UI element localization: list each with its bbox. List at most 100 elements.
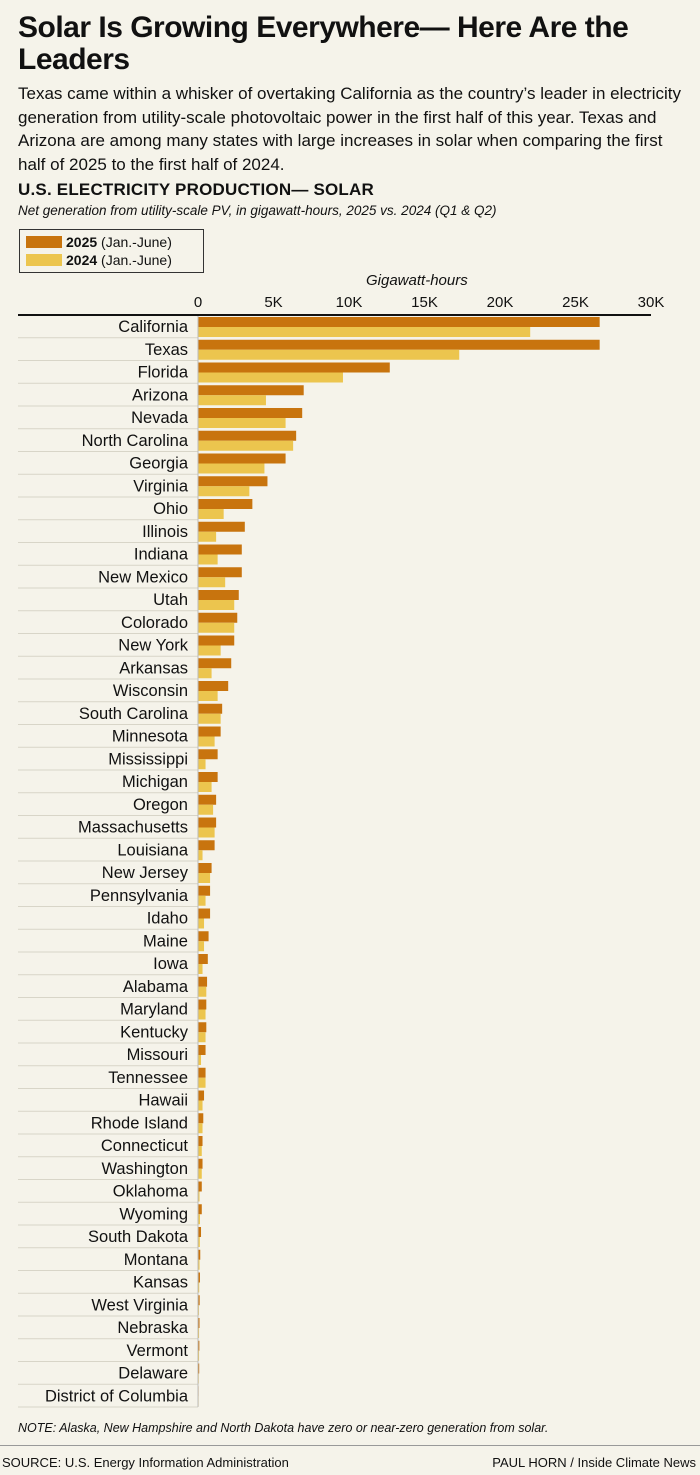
headline: Solar Is Growing Everywhere— Here Are th… [18, 11, 629, 76]
bar-2024 [198, 941, 205, 952]
bar-2025 [198, 1067, 206, 1078]
category-label: Oregon [133, 796, 188, 814]
bar-2025 [198, 385, 304, 396]
category-label: South Dakota [88, 1228, 189, 1246]
x-tick-label: 0 [194, 294, 202, 311]
category-label: Wyoming [119, 1205, 188, 1223]
bar-2025 [198, 794, 217, 805]
category-label: Idaho [147, 910, 188, 928]
bar-2025 [198, 339, 600, 350]
bar-2024 [198, 1123, 203, 1134]
bar-2025 [198, 817, 217, 828]
bar-2025 [198, 772, 218, 782]
bar-2024 [198, 691, 218, 701]
category-label: Delaware [118, 1365, 188, 1383]
chart-title: U.S. ELECTRICITY PRODUCTION— SOLAR [18, 180, 374, 199]
category-label: Georgia [129, 455, 189, 473]
bar-2024 [198, 804, 214, 815]
bar-2024 [198, 372, 343, 383]
category-label: Kentucky [120, 1023, 189, 1041]
category-label: New York [118, 637, 188, 655]
category-label: Iowa [153, 955, 189, 973]
bar-2025 [198, 908, 211, 919]
bar-2025 [198, 976, 208, 987]
legend-range-2025: (Jan.-June) [101, 234, 172, 250]
category-label: Ohio [153, 500, 188, 518]
bar-2025 [198, 1363, 200, 1374]
category-label: Missouri [127, 1046, 188, 1064]
x-tick-label: 30K [638, 294, 665, 311]
bar-2024 [198, 736, 215, 747]
bar-2025 [198, 1113, 204, 1124]
category-label: District of Columbia [45, 1387, 189, 1405]
category-label: Minnesota [112, 728, 189, 746]
legend-swatch-2024 [26, 254, 62, 266]
bar-2024 [198, 1282, 200, 1293]
bar-2024 [198, 463, 265, 474]
category-label: Arizona [132, 386, 189, 404]
category-label: Texas [145, 341, 188, 359]
bar-2024 [198, 782, 212, 792]
bar-2024 [198, 622, 235, 633]
x-tick-label: 5K [264, 294, 282, 311]
bar-2024 [198, 486, 250, 497]
x-axis-title: Gigawatt-hours [366, 272, 468, 289]
category-label: Oklahoma [113, 1183, 189, 1201]
bar-2024 [198, 440, 294, 451]
bar-2024 [198, 531, 217, 542]
category-label: Vermont [127, 1342, 189, 1360]
category-label: Rhode Island [91, 1114, 188, 1132]
bar-2024 [198, 1237, 200, 1247]
bar-2024 [198, 1328, 200, 1338]
bar-2025 [198, 567, 242, 578]
category-label: Virginia [133, 477, 189, 495]
bar-2025 [198, 590, 239, 600]
bar-2024 [198, 418, 286, 428]
bar-2024 [198, 713, 221, 724]
bar-2024 [198, 577, 226, 588]
category-label: Hawaii [138, 1092, 188, 1110]
bar-2025 [198, 726, 221, 737]
bar-2024 [198, 1259, 200, 1270]
bar-2025 [198, 1045, 206, 1055]
bar-2024 [198, 1100, 203, 1111]
intro-text: Texas came within a whisker of overtakin… [18, 84, 681, 174]
category-label: Alabama [123, 978, 189, 996]
category-label: Illinois [142, 523, 188, 541]
footnote: NOTE: Alaska, New Hampshire and North Da… [18, 1421, 549, 1435]
bar-2025 [198, 499, 253, 509]
bar-2025 [198, 1318, 200, 1328]
footer-divider [0, 1445, 700, 1446]
category-label: Michigan [122, 773, 188, 791]
x-tick-label: 10K [336, 294, 363, 311]
bar-2025 [198, 1340, 200, 1351]
bar-2025 [198, 317, 600, 327]
bar-2024 [198, 327, 531, 337]
bar-2024 [198, 986, 207, 997]
x-tick-label: 25K [562, 294, 589, 311]
category-label: Mississippi [108, 750, 188, 768]
bar-2025 [198, 1136, 203, 1146]
bar-2024 [198, 554, 218, 565]
bar-2024 [198, 1168, 202, 1179]
bar-2025 [198, 954, 208, 964]
bar-2024 [198, 1191, 200, 1202]
category-label: California [118, 318, 189, 336]
category-label: Massachusetts [78, 819, 188, 837]
category-label: Florida [138, 364, 189, 382]
category-label: Wisconsin [113, 682, 188, 700]
bar-2024 [198, 850, 203, 861]
category-label: Indiana [134, 546, 189, 564]
x-tick-label: 15K [411, 294, 438, 311]
bar-2025 [198, 1022, 207, 1033]
bar-2024 [198, 827, 215, 838]
bar-2024 [198, 600, 235, 610]
category-label: New Mexico [98, 568, 188, 586]
category-label: Kansas [133, 1274, 188, 1292]
author-credit: PAUL HORN / Inside Climate News [492, 1455, 696, 1470]
category-label: North Carolina [82, 432, 189, 450]
bar-2025 [198, 703, 223, 714]
bar-2024 [198, 1032, 206, 1043]
